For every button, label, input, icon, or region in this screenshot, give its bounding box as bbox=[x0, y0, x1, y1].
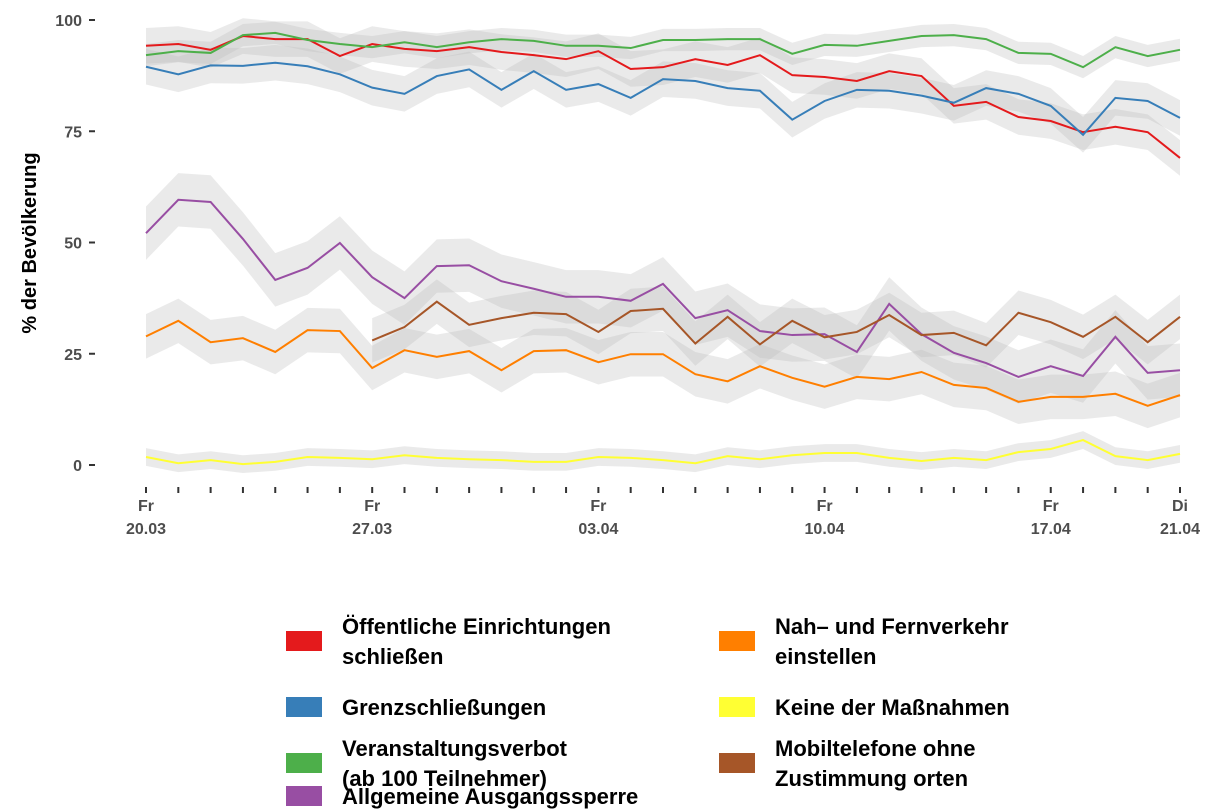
x-tick-weekday: Fr bbox=[364, 498, 380, 515]
x-tick-label: 10.04 bbox=[805, 521, 845, 538]
legend-swatch bbox=[719, 753, 755, 773]
legend-label: Grenzschließungen bbox=[342, 695, 546, 720]
legend-label: Öffentliche Einrichtungen schließen bbox=[342, 614, 611, 669]
series-line bbox=[145, 31, 1181, 69]
series-line bbox=[145, 61, 1181, 137]
y-axis-title: % der Bevölkerung bbox=[19, 152, 41, 333]
legend-swatch bbox=[286, 786, 322, 806]
y-tick-label: 25 bbox=[64, 347, 82, 364]
y-tick-label: 0 bbox=[73, 458, 82, 475]
confidence-band bbox=[372, 279, 1180, 368]
confidence-band bbox=[146, 298, 1180, 429]
series-line bbox=[145, 198, 1181, 378]
legend-label: Mobiltelefone ohne Zustimmung orten bbox=[775, 736, 975, 791]
legend-label: Keine der Maßnahmen bbox=[775, 695, 1010, 720]
legend-label: Nah– und Fernverkehr einstellen bbox=[775, 614, 1009, 669]
x-tick-label: 20.03 bbox=[126, 521, 166, 538]
legend-label: Veranstaltungsverbot (ab 100 Teilnehmer) bbox=[342, 736, 568, 791]
confidence-band bbox=[146, 431, 1180, 474]
y-tick-label: 50 bbox=[64, 236, 82, 253]
x-tick-weekday: Fr bbox=[138, 498, 154, 515]
series-line bbox=[145, 35, 1181, 159]
series-line bbox=[371, 300, 1181, 347]
legend-label: Allgemeine Ausgangssperre bbox=[342, 784, 638, 809]
x-tick-weekday: Di bbox=[1172, 498, 1188, 515]
confidence-band bbox=[146, 18, 1180, 176]
x-tick-label: 21.04 bbox=[1160, 521, 1200, 538]
series-line bbox=[145, 319, 1181, 407]
x-tick-weekday: Fr bbox=[817, 498, 833, 515]
legend-swatch bbox=[286, 697, 322, 717]
series-line bbox=[145, 439, 1181, 466]
x-tick-weekday: Fr bbox=[590, 498, 606, 515]
x-tick-label: 03.04 bbox=[578, 521, 618, 538]
confidence-band bbox=[146, 173, 1180, 404]
legend-swatch bbox=[286, 753, 322, 773]
x-tick-label: 27.03 bbox=[352, 521, 392, 538]
x-tick-weekday: Fr bbox=[1043, 498, 1059, 515]
legend-swatch bbox=[719, 697, 755, 717]
x-tick-label: 17.04 bbox=[1031, 521, 1071, 538]
y-tick-label: 75 bbox=[64, 124, 82, 141]
legend-swatch bbox=[286, 631, 322, 651]
legend-swatch bbox=[719, 631, 755, 651]
y-tick-label: 100 bbox=[55, 13, 82, 30]
